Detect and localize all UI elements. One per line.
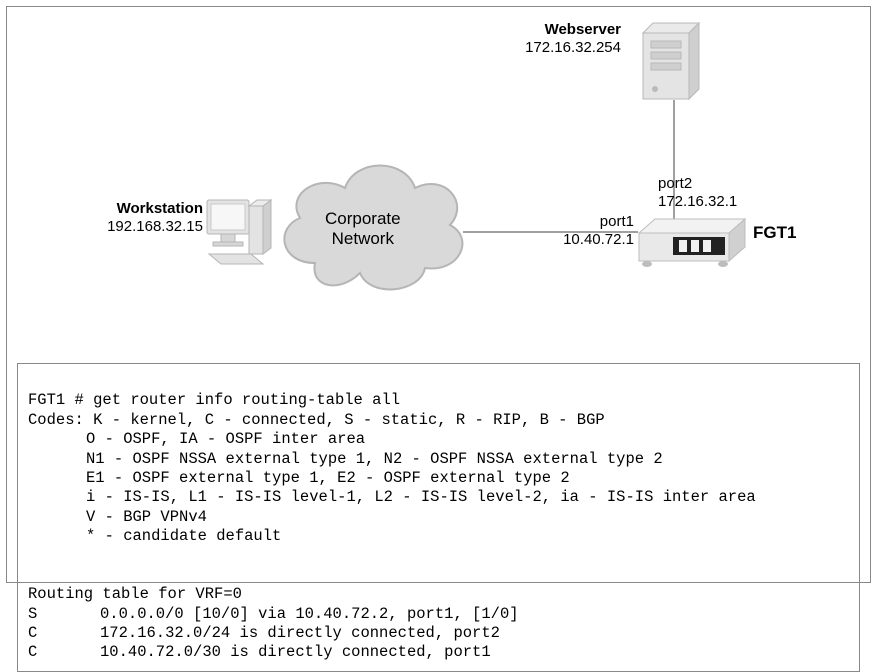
port1-name: port1	[600, 213, 634, 230]
cmd-line: FGT1 # get router info routing-table all	[28, 391, 400, 409]
webserver-label: Webserver 172.16.32.254	[511, 21, 621, 57]
cloud-line1: Corporate	[325, 209, 401, 228]
cloud-label: Corporate Network	[325, 209, 401, 250]
workstation-title: Workstation	[117, 200, 203, 217]
port2-name: port2	[658, 175, 692, 192]
route-code: S	[28, 605, 100, 624]
port2-ip: 172.16.32.1	[658, 193, 737, 210]
port1-ip: 10.40.72.1	[563, 231, 634, 248]
webserver-ip: 172.16.32.254	[525, 39, 621, 56]
outer-frame: Webserver 172.16.32.254 Workstation 192.…	[6, 6, 871, 583]
code-line: N1 - OSPF NSSA external type 1, N2 - OSP…	[86, 450, 849, 469]
code-line: * - candidate default	[86, 527, 849, 546]
route-row: S0.0.0.0/0 [10/0] via 10.40.72.2, port1,…	[28, 605, 849, 624]
code-line: i - IS-IS, L1 - IS-IS level-1, L2 - IS-I…	[86, 488, 849, 507]
terminal-output: FGT1 # get router info routing-table all…	[17, 363, 860, 672]
rt-header: Routing table for VRF=0	[28, 585, 242, 603]
route-text: 10.40.72.0/30 is directly connected, por…	[100, 643, 491, 662]
workstation-label: Workstation 192.168.32.15	[103, 200, 203, 236]
route-text: 172.16.32.0/24 is directly connected, po…	[100, 624, 500, 643]
server-icon	[633, 19, 711, 110]
fgt-icon	[633, 215, 753, 276]
code-line: O - OSPF, IA - OSPF inter area	[86, 430, 849, 449]
network-diagram: Webserver 172.16.32.254 Workstation 192.…	[13, 13, 864, 363]
route-code: C	[28, 643, 100, 662]
route-text: 0.0.0.0/0 [10/0] via 10.40.72.2, port1, …	[100, 605, 519, 624]
workstation-ip: 192.168.32.15	[107, 218, 203, 235]
cloud-line2: Network	[332, 229, 394, 248]
codes-header: Codes: K - kernel, C - connected, S - st…	[28, 411, 605, 429]
route-row: C172.16.32.0/24 is directly connected, p…	[28, 624, 849, 643]
port2-label: port2 172.16.32.1	[658, 175, 737, 211]
port1-label: port1 10.40.72.1	[562, 213, 634, 249]
fgt-name: FGT1	[753, 223, 796, 243]
code-line: V - BGP VPNv4	[86, 508, 849, 527]
code-line: E1 - OSPF external type 1, E2 - OSPF ext…	[86, 469, 849, 488]
route-code: C	[28, 624, 100, 643]
route-row: C10.40.72.0/30 is directly connected, po…	[28, 643, 849, 662]
webserver-title: Webserver	[545, 21, 621, 38]
